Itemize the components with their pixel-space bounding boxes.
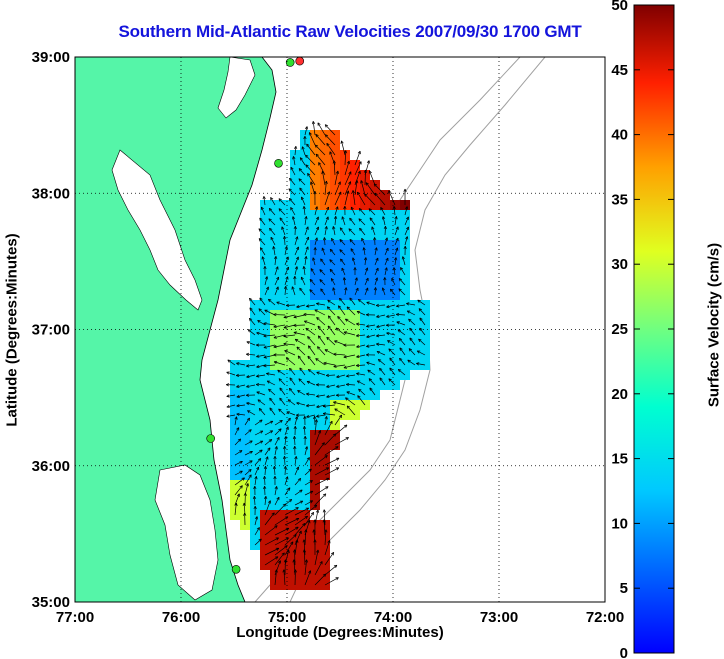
colorbar-tick-label: 10 bbox=[611, 515, 628, 532]
station-marker bbox=[274, 158, 283, 168]
colorbar-tick-label: 40 bbox=[611, 127, 628, 144]
x-axis-label: Longitude (Degrees:Minutes) bbox=[236, 624, 444, 641]
grid-lines bbox=[75, 57, 605, 602]
colorbar-tick-label: 20 bbox=[611, 386, 628, 403]
x-tick-label: 75:00 bbox=[268, 609, 306, 626]
velocity-vectors bbox=[226, 121, 426, 586]
y-tick-label: 39:00 bbox=[32, 49, 70, 66]
station-marker bbox=[231, 564, 241, 574]
y-tick-label: 37:00 bbox=[32, 322, 70, 339]
colorbar-tick-label: 5 bbox=[620, 580, 628, 597]
x-tick-label: 77:00 bbox=[56, 609, 94, 626]
x-axis-ticks: 77:00 76:00 75:00 74:00 73:00 72:00 bbox=[56, 609, 624, 626]
x-tick-label: 74:00 bbox=[374, 609, 412, 626]
colorbar-label: Surface Velocity (cm/s) bbox=[705, 242, 723, 408]
colorbar bbox=[633, 4, 675, 654]
station-marker bbox=[295, 57, 305, 66]
colorbar-tick-label: 25 bbox=[611, 321, 628, 338]
x-tick-label: 76:00 bbox=[162, 609, 200, 626]
x-tick-label: 73:00 bbox=[480, 609, 518, 626]
pamlico-sound bbox=[154, 464, 219, 601]
colorbar-tick-label: 35 bbox=[611, 191, 628, 208]
y-tick-label: 38:00 bbox=[32, 185, 70, 202]
chesapeake-bay bbox=[111, 149, 203, 311]
colorbar-tick-label: 45 bbox=[611, 62, 628, 79]
y-tick-label: 36:00 bbox=[32, 458, 70, 475]
colorbar-tick-label: 30 bbox=[611, 256, 628, 273]
colorbar-tick-label: 15 bbox=[611, 451, 628, 468]
map-title: Southern Mid-Atlantic Raw Velocities 200… bbox=[118, 22, 582, 41]
delaware-bay bbox=[217, 57, 256, 119]
colorbar-tick-label: 50 bbox=[611, 0, 628, 14]
plot-border bbox=[74, 56, 606, 603]
colorbar-tick-label: 0 bbox=[620, 645, 628, 659]
y-axis-label: Latitude (Degrees:Minutes) bbox=[3, 233, 21, 427]
station-markers bbox=[206, 57, 305, 574]
station-marker bbox=[206, 434, 215, 443]
colorbar-ticks: 0 5 10 15 20 25 30 35 40 45 50 bbox=[611, 0, 674, 659]
y-axis-ticks: 39:00 38:00 37:00 36:00 35:00 bbox=[32, 49, 70, 611]
x-tick-label: 72:00 bbox=[586, 609, 624, 626]
y-tick-label: 35:00 bbox=[32, 594, 70, 611]
station-marker bbox=[285, 58, 295, 67]
